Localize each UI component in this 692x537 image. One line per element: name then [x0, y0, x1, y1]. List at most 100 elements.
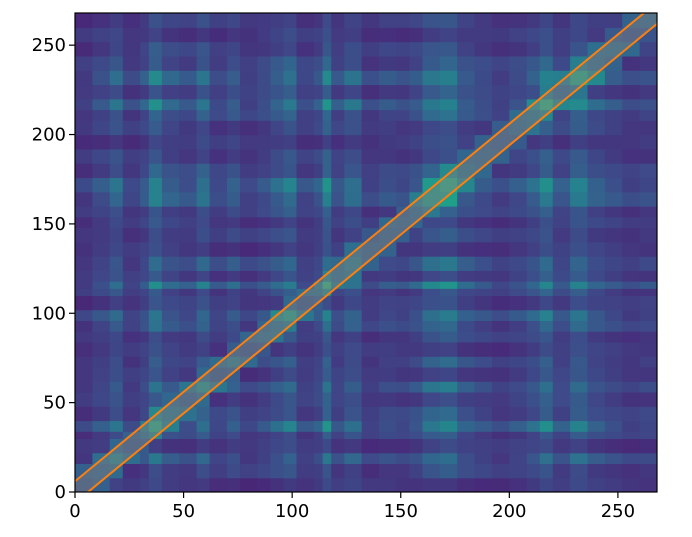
heatmap-cell: [539, 241, 554, 257]
y-tick-label: 50: [43, 393, 66, 414]
heatmap-cell: [526, 420, 541, 432]
heatmap-cell: [140, 134, 150, 150]
heatmap-cell: [622, 109, 641, 121]
heatmap-cell: [209, 134, 228, 150]
heatmap-cell: [379, 309, 397, 322]
heatmap-cell: [313, 477, 324, 492]
heatmap-cell: [509, 356, 528, 368]
heatmap-cell: [227, 120, 241, 136]
heatmap-cell: [296, 477, 315, 492]
heatmap-cell: [474, 477, 493, 492]
heatmap-cell: [313, 216, 324, 229]
heatmap-cell: [270, 381, 285, 393]
heatmap-cell: [509, 406, 528, 422]
heatmap-cell: [409, 288, 424, 296]
heatmap-cell: [122, 320, 141, 332]
heatmap-cell: [639, 27, 657, 43]
heatmap-cell: [283, 452, 298, 464]
x-tick-label: 150: [384, 501, 418, 522]
heatmap-cell: [140, 463, 150, 479]
heatmap-cell: [240, 288, 259, 296]
heatmap-cell: [257, 163, 272, 179]
heatmap-cell: [604, 134, 623, 150]
heatmap-cell: [161, 281, 180, 289]
heatmap-cell: [92, 148, 111, 164]
heatmap-cell: [331, 420, 345, 432]
heatmap-cell: [379, 331, 397, 343]
heatmap-cell: [227, 191, 241, 207]
heatmap-cell: [622, 309, 641, 322]
heatmap-cell: [639, 256, 657, 271]
heatmap-cell: [604, 381, 623, 393]
heatmap-cell: [604, 477, 623, 492]
heatmap-cell: [539, 148, 554, 164]
heatmap-cell: [227, 477, 241, 492]
heatmap-cell: [552, 452, 571, 464]
heatmap-cell: [439, 463, 458, 479]
heatmap-cells: [75, 13, 657, 492]
heatmap-cell: [313, 148, 324, 164]
heatmap-cell: [296, 295, 315, 311]
heatmap-cell: [457, 420, 476, 432]
heatmap-cell: [379, 191, 397, 207]
heatmap-cell: [75, 463, 93, 479]
heatmap-cell: [509, 463, 528, 479]
heatmap-cell: [604, 27, 623, 43]
heatmap-cell: [570, 381, 589, 393]
heatmap-cell: [396, 13, 411, 28]
heatmap-cell: [422, 391, 441, 407]
heatmap-cell: [396, 177, 411, 193]
heatmap-cell: [639, 134, 657, 150]
heatmap-cell: [313, 391, 324, 407]
heatmap-cell: [361, 109, 380, 121]
heatmap-cell: [75, 406, 93, 422]
heatmap-cell: [604, 452, 623, 464]
heatmap-cell: [196, 406, 211, 422]
heatmap-cell: [457, 431, 476, 439]
heatmap-cell: [361, 288, 380, 296]
heatmap-cell: [313, 331, 324, 343]
heatmap-cell: [92, 84, 111, 100]
heatmap-cell: [313, 256, 324, 271]
heatmap-cell: [509, 281, 528, 289]
heatmap-cell: [474, 70, 493, 86]
heatmap-cell: [196, 431, 211, 439]
heatmap-cell: [587, 109, 606, 121]
heatmap-cell: [313, 463, 324, 479]
heatmap-cell: [140, 256, 150, 271]
heatmap-cell: [491, 295, 510, 311]
heatmap-cell: [240, 191, 259, 207]
heatmap-cell: [457, 295, 476, 311]
heatmap-cell: [313, 27, 324, 43]
heatmap-cell: [92, 477, 111, 492]
heatmap-cell: [587, 27, 606, 43]
heatmap-cell: [331, 109, 345, 121]
heatmap-cell: [331, 241, 345, 257]
heatmap-cell: [322, 288, 332, 296]
heatmap-cell: [457, 406, 476, 422]
heatmap-cell: [439, 356, 458, 368]
heatmap-cell: [639, 109, 657, 121]
heatmap-cell: [539, 406, 554, 422]
heatmap-cell: [227, 206, 241, 218]
heatmap-cell: [379, 341, 397, 357]
heatmap-cell: [587, 391, 606, 407]
heatmap-cell: [313, 241, 324, 257]
heatmap-cell: [322, 320, 332, 332]
heatmap-cell: [539, 366, 554, 382]
heatmap-cell: [509, 206, 528, 218]
heatmap-cell: [396, 70, 411, 86]
heatmap-cell: [161, 241, 180, 257]
heatmap-cell: [552, 477, 571, 492]
heatmap-cell: [109, 227, 124, 243]
heatmap-cell: [409, 320, 424, 332]
heatmap-cell: [622, 148, 641, 164]
heatmap-cell: [361, 420, 380, 432]
heatmap-cell: [283, 216, 298, 229]
y-tick-label: 250: [32, 35, 66, 56]
heatmap-cell: [148, 288, 163, 296]
heatmap-cell: [409, 463, 424, 479]
heatmap-cell: [270, 120, 285, 136]
heatmap-cell: [240, 295, 259, 311]
heatmap-cell: [422, 288, 441, 296]
